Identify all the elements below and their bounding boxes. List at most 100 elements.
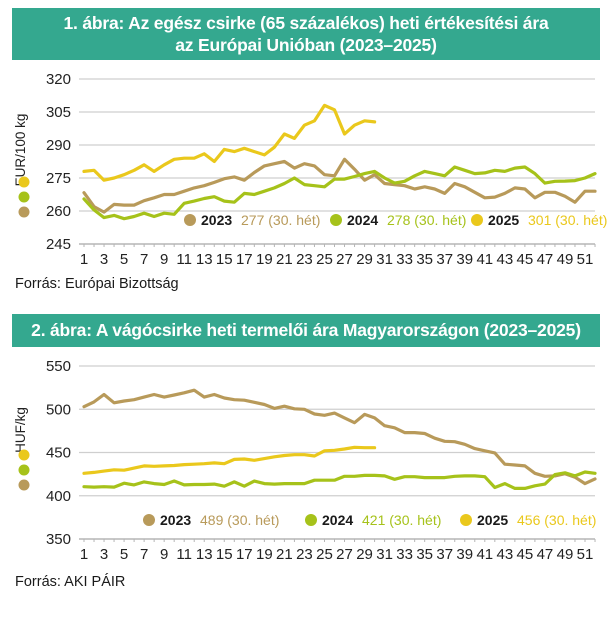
x-tick-label: 17 bbox=[236, 546, 253, 563]
x-tick-label: 19 bbox=[256, 546, 273, 563]
x-tick-label: 5 bbox=[120, 546, 128, 563]
x-tick-label: 13 bbox=[196, 251, 213, 268]
x-tick-label: 39 bbox=[456, 251, 473, 268]
y-tick-label: 400 bbox=[46, 488, 71, 505]
x-tick-label: 35 bbox=[416, 546, 433, 563]
legend-year: 2023 bbox=[160, 512, 191, 528]
x-tick-label: 19 bbox=[256, 251, 273, 268]
y-tick-label: 245 bbox=[46, 236, 71, 253]
figure1-title-line1: 1. ábra: Az egész csirke (65 százalékos)… bbox=[63, 13, 549, 33]
side-legend-dot-2023 bbox=[18, 206, 30, 218]
x-tick-label: 11 bbox=[176, 251, 192, 268]
figure1-title-line2: az Európai Unióban (2023–2025) bbox=[175, 35, 437, 55]
legend-item-2025: 2025 301 (30. hét) bbox=[471, 212, 607, 228]
x-tick-label: 17 bbox=[236, 251, 253, 268]
x-tick-label: 25 bbox=[316, 251, 333, 268]
series-line-2025 bbox=[82, 103, 377, 182]
legend-value: 456 (30. hét) bbox=[517, 512, 596, 528]
legend-dot bbox=[305, 514, 317, 526]
legend-year: 2025 bbox=[477, 512, 508, 528]
x-tick-label: 45 bbox=[517, 251, 534, 268]
x-tick-label: 41 bbox=[476, 251, 493, 268]
y-tick-label: 305 bbox=[46, 104, 71, 121]
legend-item-2024: 2024 278 (30. hét) bbox=[330, 212, 466, 228]
legend-item-2023: 2023 277 (30. hét) bbox=[184, 212, 320, 228]
legend-value: 301 (30. hét) bbox=[528, 212, 607, 228]
x-tick-label: 11 bbox=[176, 546, 192, 563]
legend-item-2025: 2025 456 (30. hét) bbox=[460, 512, 596, 528]
legend-item-2024: 2024 421 (30. hét) bbox=[305, 512, 441, 528]
x-tick-label: 37 bbox=[436, 546, 453, 563]
x-tick-label: 1 bbox=[80, 546, 88, 563]
y-tick-label: 500 bbox=[46, 401, 71, 418]
x-tick-label: 7 bbox=[140, 546, 148, 563]
x-tick-label: 15 bbox=[216, 546, 233, 563]
x-tick-label: 7 bbox=[140, 251, 148, 268]
legend: 2023 277 (30. hét) 2024 278 (30. hét) 2025 30… bbox=[184, 212, 607, 228]
y-axis-label: HUF/kg bbox=[13, 407, 28, 453]
x-tick-label: 33 bbox=[396, 251, 413, 268]
legend-item-2023: 2023 489 (30. hét) bbox=[143, 512, 279, 528]
x-tick-label: 43 bbox=[496, 251, 513, 268]
x-tick-label: 3 bbox=[100, 251, 108, 268]
y-tick-label: 320 bbox=[46, 71, 71, 88]
figure2-title: 2. ábra: A vágócsirke heti termelői ára … bbox=[12, 314, 600, 347]
series-line-2024 bbox=[82, 470, 597, 490]
x-tick-label: 21 bbox=[276, 251, 293, 268]
x-tick-label: 31 bbox=[376, 546, 393, 563]
legend-value: 489 (30. hét) bbox=[200, 512, 279, 528]
x-tick-label: 23 bbox=[296, 251, 313, 268]
legend-dot bbox=[471, 214, 483, 226]
x-tick-label: 51 bbox=[577, 546, 594, 563]
x-tick-label: 23 bbox=[296, 546, 313, 563]
figure2-title-text: 2. ábra: A vágócsirke heti termelői ára … bbox=[31, 320, 581, 340]
x-tick-label: 47 bbox=[537, 251, 554, 268]
legend-value: 278 (30. hét) bbox=[387, 212, 466, 228]
x-tick-label: 51 bbox=[577, 251, 594, 268]
side-legend-dot-2025 bbox=[18, 449, 30, 461]
legend-year: 2025 bbox=[488, 212, 519, 228]
x-tick-label: 49 bbox=[557, 546, 574, 563]
figure1-source: Forrás: Európai Bizottság bbox=[15, 276, 179, 292]
x-tick-label: 3 bbox=[100, 546, 108, 563]
y-tick-label: 350 bbox=[46, 531, 71, 548]
legend-year: 2024 bbox=[347, 212, 378, 228]
y-tick-label: 260 bbox=[46, 203, 71, 220]
x-tick-label: 47 bbox=[537, 546, 554, 563]
x-tick-label: 45 bbox=[517, 546, 534, 563]
legend-dot bbox=[143, 514, 155, 526]
series-line-2023 bbox=[82, 388, 597, 486]
x-tick-label: 15 bbox=[216, 251, 233, 268]
legend-year: 2023 bbox=[201, 212, 232, 228]
series-line-2025 bbox=[82, 445, 377, 475]
x-tick-label: 13 bbox=[196, 546, 213, 563]
x-tick-label: 49 bbox=[557, 251, 574, 268]
side-legend-dot-2024 bbox=[18, 191, 30, 203]
side-legend-dot-2023 bbox=[18, 479, 30, 491]
x-tick-label: 29 bbox=[356, 251, 373, 268]
legend-dot bbox=[330, 214, 342, 226]
x-tick-label: 31 bbox=[376, 251, 393, 268]
x-tick-label: 33 bbox=[396, 546, 413, 563]
figure1-title: 1. ábra: Az egész csirke (65 százalékos)… bbox=[12, 8, 600, 60]
y-tick-label: 290 bbox=[46, 137, 71, 154]
x-tick-label: 43 bbox=[496, 546, 513, 563]
legend-dot bbox=[460, 514, 472, 526]
x-tick-label: 39 bbox=[456, 546, 473, 563]
side-legend-dot-2024 bbox=[18, 464, 30, 476]
x-tick-label: 1 bbox=[80, 251, 88, 268]
x-tick-label: 35 bbox=[416, 251, 433, 268]
side-legend-dot-2025 bbox=[18, 176, 30, 188]
y-axis-label: EUR/100 kg bbox=[13, 114, 28, 187]
x-tick-label: 41 bbox=[476, 546, 493, 563]
x-tick-label: 21 bbox=[276, 546, 293, 563]
legend-value: 421 (30. hét) bbox=[362, 512, 441, 528]
x-tick-label: 27 bbox=[336, 546, 353, 563]
legend-value: 277 (30. hét) bbox=[241, 212, 320, 228]
legend-year: 2024 bbox=[322, 512, 353, 528]
figure2-source: Forrás: AKI PÁIR bbox=[15, 574, 126, 590]
x-tick-label: 25 bbox=[316, 546, 333, 563]
series-line-2023 bbox=[82, 157, 597, 214]
